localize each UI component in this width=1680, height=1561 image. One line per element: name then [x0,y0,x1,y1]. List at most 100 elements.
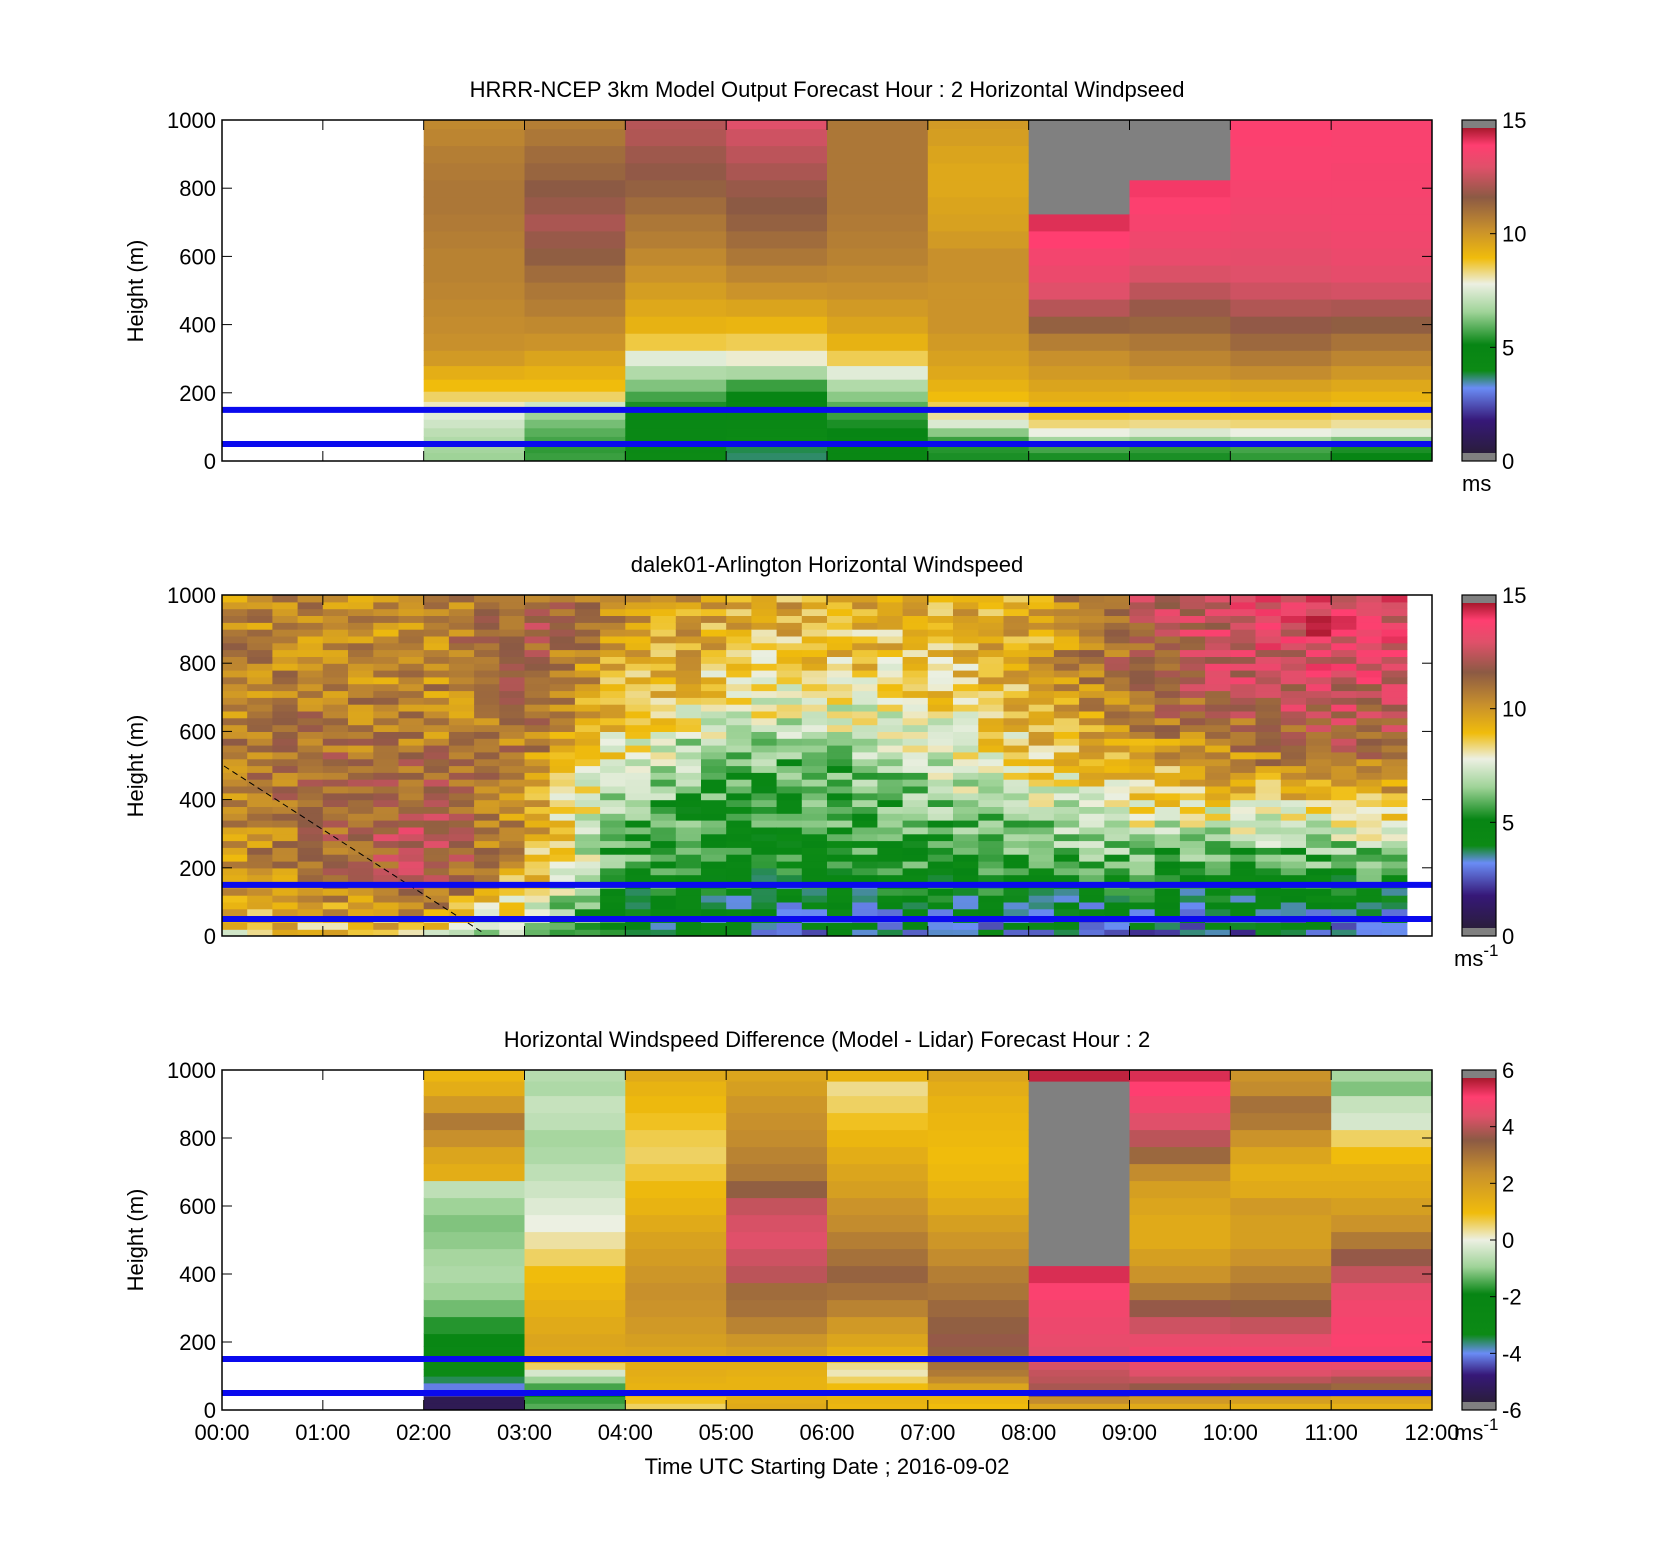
heatmap-cell [574,874,601,882]
heatmap-cell [272,779,299,787]
heatmap-cell [1306,683,1332,692]
colorbar-tick-label: 5 [1502,810,1514,835]
heatmap-cell [726,867,752,876]
heatmap-cell [726,820,752,828]
heatmap-cell [448,901,475,910]
heatmap-cell [1028,874,1055,882]
heatmap-cell [1104,738,1131,746]
heatmap-cell [902,826,929,835]
heatmap-cell [1306,765,1332,773]
heatmap-cell [348,792,374,801]
heatmap-cell [1331,1282,1432,1301]
heatmap-cell [423,282,526,300]
heatmap-cell [297,697,324,705]
heatmap-cell [524,779,551,787]
heatmap-cell [625,929,652,936]
heatmap-cell [827,704,853,712]
heatmap-cell [222,595,248,603]
heatmap-cell [1003,786,1030,794]
heatmap-cell [499,745,526,753]
heatmap-cell [1280,792,1307,801]
heatmap-cell [625,128,727,147]
heatmap-cell [524,264,626,283]
heatmap-cell [953,792,979,801]
heatmap-cell [1381,663,1408,671]
heatmap-cell [827,452,929,461]
heatmap-cell [348,710,374,719]
heatmap-cell [776,704,803,712]
heatmap-cell [726,264,828,283]
heatmap-cell [827,213,929,232]
heatmap-cell [322,704,349,712]
heatmap-cell [398,704,425,712]
heatmap-cell [398,717,425,726]
heatmap-cell [953,595,979,603]
heatmap-cell [1205,710,1231,719]
heatmap-cell [1003,663,1030,671]
heatmap-cell [247,622,273,630]
heatmap-cell [625,350,727,367]
heatmap-cell [927,840,954,848]
y-tick-label: 600 [179,1194,216,1219]
heatmap-cell [524,1163,626,1182]
heatmap-cell [953,642,979,651]
heatmap-cell [877,854,904,862]
heatmap-cell [272,635,299,644]
colorbar-tick-label: 0 [1502,449,1514,474]
heatmap-cell [322,615,349,623]
heatmap-cell [1205,799,1231,807]
heatmap-cell [1331,656,1357,664]
panel-lidar-heatmap [222,595,1408,936]
heatmap-cell [1154,901,1181,910]
heatmap-cell [398,738,425,746]
heatmap-cell [348,867,374,876]
heatmap-cell [1129,1248,1231,1267]
heatmap-cell [776,861,803,869]
heatmap-cell [423,922,450,930]
heatmap-cell [1356,601,1383,610]
heatmap-cell [1381,649,1408,657]
heatmap-cell [1230,724,1257,732]
heatmap-cell [1079,629,1105,637]
heatmap-cell [1003,601,1030,610]
heatmap-cell [222,642,248,651]
heatmap-cell [927,697,954,705]
heatmap-cell [1381,635,1408,644]
heatmap-cell [927,867,954,876]
heatmap-cell [625,1299,727,1318]
heatmap-cell [827,1248,929,1267]
heatmap-cell [751,601,778,610]
heatmap-cell [423,697,450,705]
heatmap-cell [625,316,727,334]
heatmap-cell [448,601,475,610]
heatmap-cell [524,436,626,446]
heatmap-cell [726,901,752,910]
heatmap-cell [1205,758,1231,767]
heatmap-cell [1280,676,1307,685]
colorbar-extension-top [1462,1070,1496,1078]
heatmap-cell [675,820,702,828]
heatmap-cell [1129,826,1156,835]
heatmap-cell [1381,833,1408,842]
heatmap-cell [927,145,1030,164]
heatmap-cell [650,765,677,773]
y-tick-label: 400 [179,1262,216,1287]
heatmap-cell [1104,779,1131,787]
heatmap-cell [978,601,1005,610]
heatmap-cell [1179,895,1206,903]
heatmap-cell [1028,145,1131,164]
heatmap-cell [751,772,778,780]
heatmap-cell [1129,792,1156,801]
heatmap-cell [1129,874,1156,882]
heatmap-cell [1230,350,1332,367]
colorbar-extension-top [1462,595,1496,603]
heatmap-cell [1230,120,1332,130]
heatmap-cell [877,724,904,732]
heatmap-cell [978,772,1005,780]
heatmap-cell [348,676,374,685]
colorbar-tick-label: 6 [1502,1058,1514,1083]
heatmap-cell [1230,676,1257,685]
heatmap-cell [373,683,400,692]
heatmap-cell [776,840,803,848]
heatmap-cell [1179,724,1206,732]
